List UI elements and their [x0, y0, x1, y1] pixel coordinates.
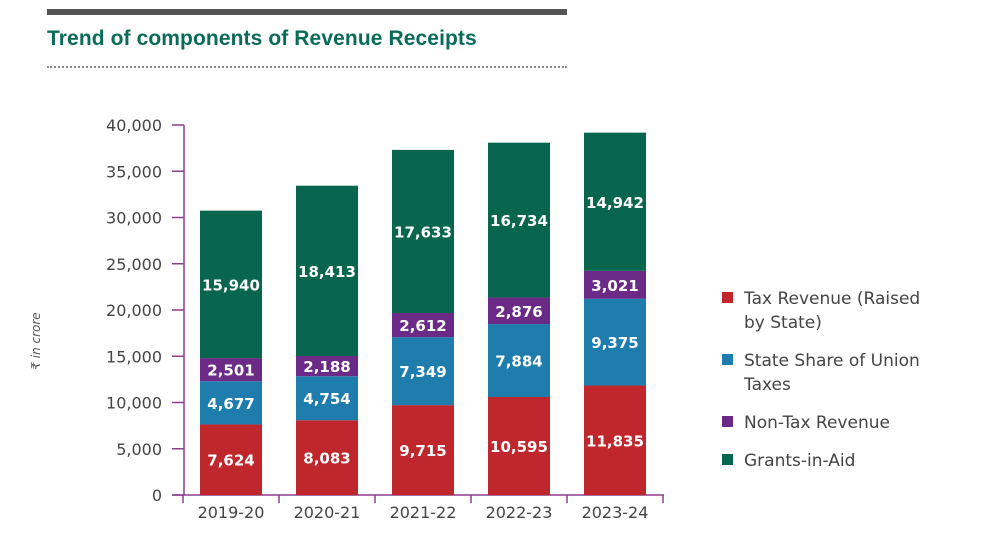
data-label: 18,413: [298, 263, 356, 281]
bar-segment: [296, 356, 358, 377]
x-tick-label: 2023-24: [582, 503, 649, 522]
legend-swatch-grants: [722, 454, 733, 465]
data-label: 2,501: [207, 362, 254, 380]
legend-item-tax-revenue: Tax Revenue (Raised by State): [722, 287, 944, 335]
bar-segment: [200, 210, 262, 359]
chart-title: Trend of components of Revenue Receipts: [47, 27, 477, 50]
x-tick-label: 2022-23: [486, 503, 553, 522]
data-label: 7,349: [399, 363, 446, 381]
y-tick-label: 10,000: [106, 394, 162, 413]
data-label: 16,734: [490, 212, 548, 230]
bar-segment: [392, 312, 454, 338]
bar-segment: [584, 270, 646, 299]
y-tick-label: 0: [152, 486, 162, 505]
bar-segment: [584, 385, 646, 495]
x-tick-label: 2019-20: [198, 503, 265, 522]
bar-segment: [392, 149, 454, 313]
bar-segment: [488, 324, 550, 397]
data-label: 2,876: [495, 303, 542, 321]
data-label: 7,884: [495, 353, 542, 371]
bar-segment: [200, 381, 262, 425]
bar-segment: [296, 420, 358, 495]
y-tick-label: 30,000: [106, 209, 162, 228]
bar-segment: [584, 132, 646, 271]
legend-swatch-tax-revenue: [722, 292, 733, 303]
data-label: 10,595: [490, 438, 548, 456]
data-label: 17,633: [394, 223, 452, 241]
data-label: 14,942: [586, 194, 644, 212]
bar-segment: [200, 424, 262, 495]
bar-segment: [488, 142, 550, 298]
bar-segment: [296, 185, 358, 357]
bar-segment: [584, 298, 646, 386]
legend-label-grants: Grants-in-Aid: [744, 451, 856, 471]
y-tick-label: 20,000: [106, 301, 162, 320]
bar-segment: [488, 297, 550, 325]
data-label: 9,375: [591, 334, 638, 352]
y-tick-label: 35,000: [106, 162, 162, 181]
legend-label-state-share: State Share of Union Taxes: [744, 351, 920, 395]
y-tick-label: 15,000: [106, 347, 162, 366]
chart-legend: Tax Revenue (Raised by State) State Shar…: [722, 287, 944, 487]
bar-segment: [200, 358, 262, 382]
legend-label-tax-revenue: Tax Revenue (Raised by State): [744, 289, 921, 333]
data-label: 2,188: [303, 358, 350, 376]
bar-segment: [392, 337, 454, 406]
data-label: 15,940: [202, 276, 260, 294]
data-label: 4,677: [207, 395, 254, 413]
legend-label-non-tax: Non-Tax Revenue: [744, 413, 890, 433]
data-label: 4,754: [303, 390, 350, 408]
data-label: 7,624: [207, 452, 254, 470]
bar-segment: [392, 405, 454, 495]
y-tick-label: 25,000: [106, 255, 162, 274]
legend-item-state-share: State Share of Union Taxes: [722, 349, 944, 397]
legend-item-non-tax: Non-Tax Revenue: [722, 411, 944, 435]
title-top-rule: [47, 9, 567, 15]
x-tick-label: 2021-22: [390, 503, 457, 522]
data-label: 11,835: [586, 432, 644, 450]
y-tick-label: 5,000: [116, 440, 162, 459]
data-label: 9,715: [399, 442, 446, 460]
legend-swatch-non-tax: [722, 416, 733, 427]
bar-segment: [296, 376, 358, 421]
data-label: 8,083: [303, 450, 350, 468]
legend-item-grants: Grants-in-Aid: [722, 449, 944, 473]
title-dotted-divider: [47, 66, 567, 68]
y-tick-label: 40,000: [106, 116, 162, 135]
data-label: 2,612: [399, 317, 446, 335]
bar-segment: [488, 396, 550, 495]
data-label: 3,021: [591, 277, 638, 295]
legend-swatch-state-share: [722, 354, 733, 365]
x-tick-label: 2020-21: [294, 503, 361, 522]
